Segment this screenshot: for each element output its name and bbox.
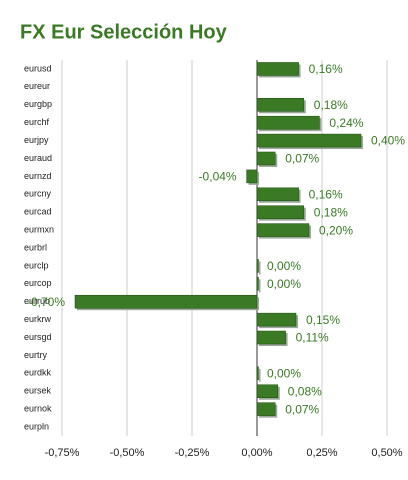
x-tick-label: -0,25% (175, 447, 210, 459)
y-tick-label: eurchf (24, 117, 50, 127)
value-label: 0,18% (314, 98, 348, 112)
value-label: 0,15% (306, 313, 340, 327)
bar (246, 169, 258, 184)
value-label: -0,70% (27, 295, 65, 309)
value-label: 0,08% (288, 384, 322, 398)
bar (256, 62, 299, 76)
x-tick-label: 0,50% (371, 447, 402, 459)
chart-title: FX Eur Selección Hoy (20, 21, 228, 43)
bar (256, 402, 276, 416)
y-tick-label: eurbrl (24, 242, 47, 252)
bar (74, 294, 258, 309)
bar (256, 98, 305, 112)
x-tick-label: -0,50% (110, 447, 145, 459)
bar (256, 205, 305, 219)
y-tick-label: eurusd (24, 63, 52, 73)
y-tick-label: eurrub (24, 296, 50, 306)
bar (256, 187, 299, 202)
bar (256, 384, 279, 398)
y-tick-label: eurcad (24, 207, 52, 217)
bar-shadow (259, 368, 261, 382)
y-tick-label: euraud (24, 153, 52, 163)
y-tick-label: eurclp (24, 260, 49, 270)
y-tick-label: eurcop (24, 278, 52, 288)
y-tick-label: eursgd (24, 332, 52, 342)
bar-shadow (259, 261, 261, 275)
value-label: 0,40% (371, 134, 405, 148)
value-label: -0,04% (199, 170, 237, 184)
bar (256, 223, 310, 237)
value-label: 0,20% (319, 223, 353, 237)
y-tick-label: eurkrw (24, 314, 52, 324)
x-tick-label: 0,00% (241, 447, 272, 459)
x-tick-label: -0,75% (45, 447, 80, 459)
value-label: 0,07% (285, 152, 319, 166)
y-tick-label: eursek (24, 386, 52, 396)
value-label: 0,07% (285, 402, 319, 416)
value-label: 0,00% (267, 367, 301, 381)
bar (256, 133, 362, 148)
y-tick-label: eurtry (24, 350, 48, 360)
y-tick-label: eurdkk (24, 368, 52, 378)
bar (256, 259, 259, 273)
y-tick-label: eurnzd (24, 171, 52, 181)
bar-shadow (259, 279, 261, 293)
x-tick-label: 0,25% (306, 447, 337, 459)
value-label: 0,18% (314, 205, 348, 219)
bar (256, 277, 259, 291)
y-tick-label: eurpln (24, 421, 49, 431)
value-label: 0,16% (309, 187, 343, 201)
y-tick-label: eureur (24, 81, 50, 91)
value-label: 0,11% (296, 331, 329, 345)
bar (256, 366, 259, 381)
value-label: 0,00% (267, 277, 301, 291)
value-label: 0,16% (309, 62, 343, 76)
y-tick-label: eurjpy (24, 135, 49, 145)
y-tick-label: eurnok (24, 404, 52, 414)
y-tick-label: eurcny (24, 189, 52, 199)
y-tick-label: eurgbp (24, 99, 52, 109)
value-label: 0,00% (267, 259, 301, 273)
bar (256, 312, 297, 327)
bar (256, 115, 320, 130)
bar (256, 330, 286, 345)
value-label: 0,24% (329, 116, 363, 130)
y-tick-label: eurmxn (24, 224, 54, 234)
bar (256, 151, 276, 166)
